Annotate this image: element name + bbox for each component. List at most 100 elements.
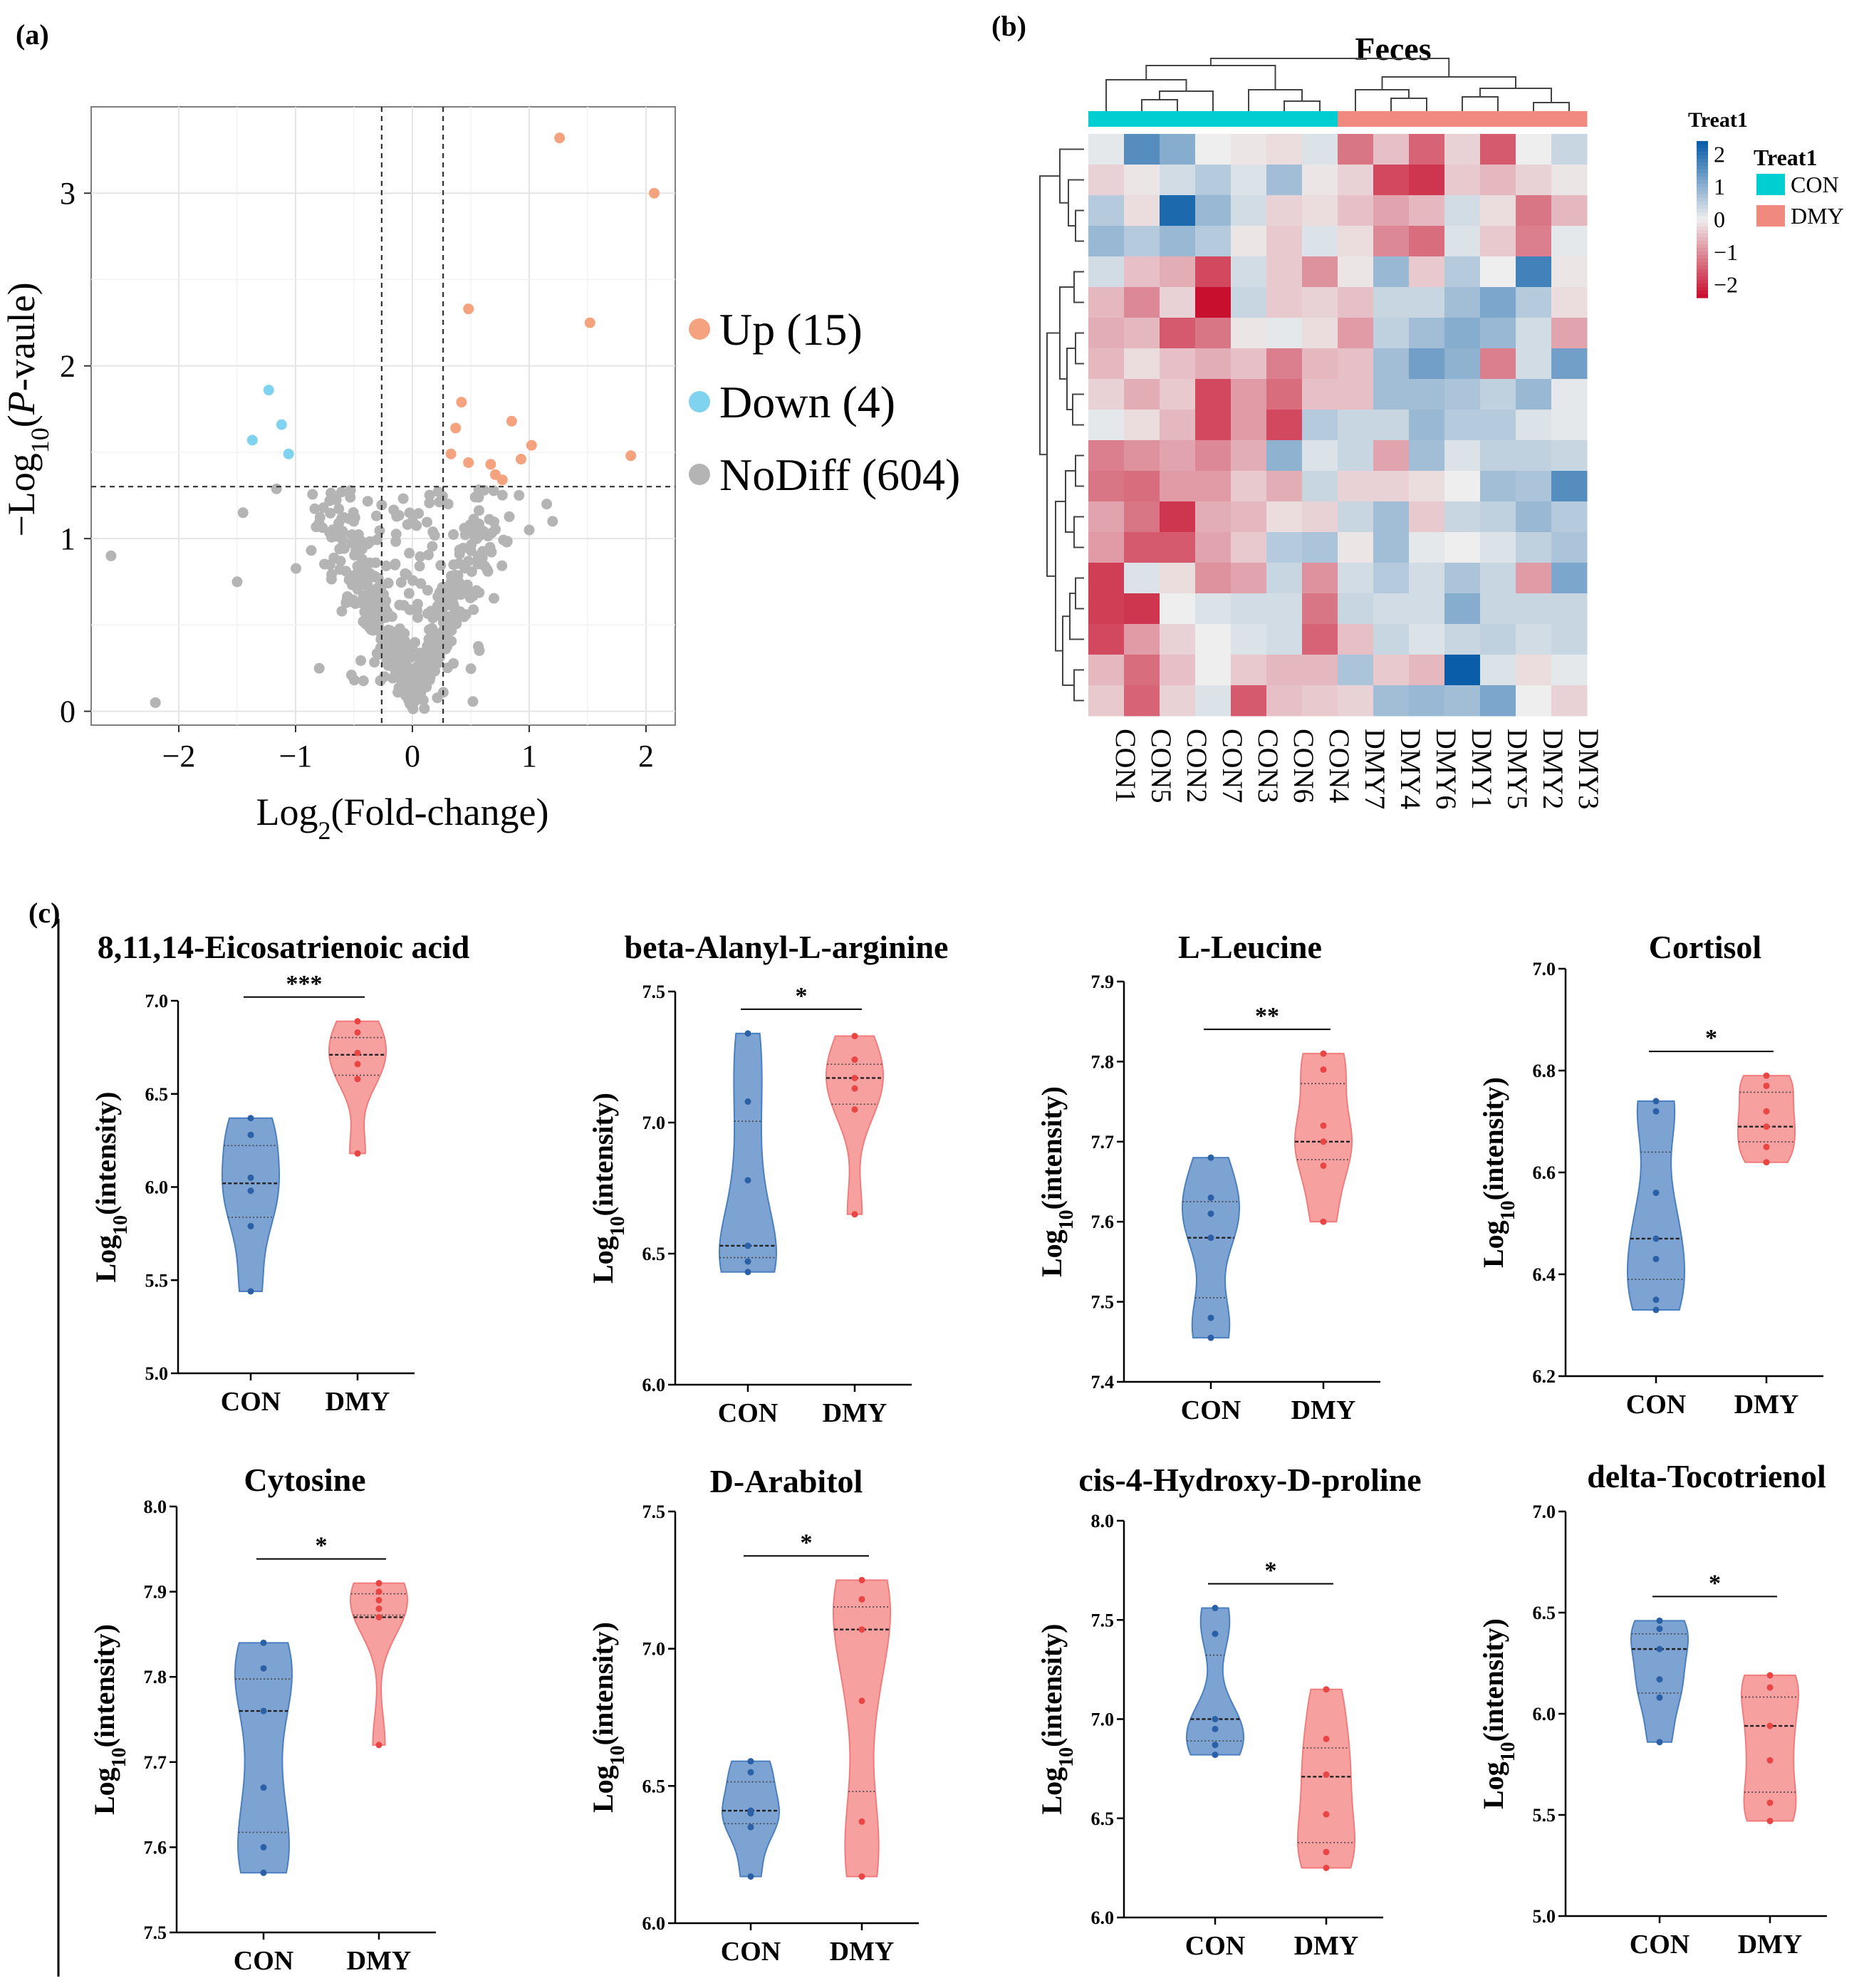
- violin-point-dmy: [354, 1029, 361, 1036]
- volcano-point-nodiff: [343, 574, 355, 586]
- heatmap-cell: [1516, 655, 1552, 686]
- heatmap-cell: [1195, 379, 1232, 410]
- heatmap-scale-swatch: [1697, 212, 1708, 217]
- heatmap-cell: [1302, 195, 1338, 227]
- heatmap-scale-swatch: [1697, 194, 1708, 199]
- volcano-point-down: [283, 448, 294, 459]
- violin-ylabel-main: Log: [587, 1765, 619, 1813]
- heatmap-column-dendrogram: [1105, 58, 1570, 111]
- heatmap-scale-swatch: [1697, 280, 1708, 284]
- heatmap-cell: [1124, 379, 1160, 410]
- violin-point-con: [1656, 1645, 1663, 1653]
- volcano-ytick-label: 3: [60, 176, 76, 211]
- violin-ytick-label: 7.0: [1533, 959, 1556, 979]
- volcano-point-nodiff: [444, 622, 456, 633]
- heatmap-column-dendrogram-branch: [1284, 100, 1321, 111]
- volcano-point-nodiff: [417, 660, 429, 671]
- heatmap-scale-swatch: [1697, 248, 1708, 252]
- volcano-point-nodiff: [459, 522, 470, 534]
- heatmap-cell: [1266, 624, 1303, 655]
- violin-point-con: [1212, 1605, 1219, 1612]
- heatmap-cell: [1195, 410, 1232, 441]
- violin-ylabel-sub: 10: [1056, 1209, 1078, 1229]
- heatmap-scale-swatch: [1697, 155, 1708, 160]
- heatmap-cell: [1516, 624, 1552, 655]
- violin-significance-label: ***: [286, 971, 323, 997]
- legend-marker-nodiff: [689, 464, 710, 485]
- heatmap-cell: [1409, 440, 1445, 472]
- heatmap-column-label: DMY6: [1430, 729, 1462, 809]
- volcano-point-nodiff: [335, 486, 347, 498]
- heatmap: Feces Treat1 CON1 CON5 CON2 CON7 CON3 CON6 CON…: [1039, 31, 1844, 809]
- heatmap-scale-swatch: [1697, 145, 1708, 149]
- heatmap-cell: [1480, 563, 1516, 594]
- violin-xtick-label: DMY: [1734, 1390, 1799, 1420]
- heatmap-cell: [1444, 410, 1481, 441]
- volcano-point-nodiff: [427, 630, 438, 642]
- heatmap-cell: [1195, 348, 1232, 380]
- heatmap-annotation-cell: [1088, 111, 1125, 127]
- heatmap-cell: [1124, 501, 1160, 533]
- heatmap-title: Feces: [1355, 31, 1431, 67]
- violin-point-con: [1207, 1314, 1214, 1321]
- heatmap-cell: [1088, 655, 1125, 686]
- heatmap-cell: [1266, 226, 1303, 257]
- violin-chart: 8,11,14-Eicosatrienoic acid 5.0 5.5 6.0 6.5 7…: [90, 929, 470, 1417]
- violin-ytick-label: 7.7: [144, 1752, 167, 1773]
- heatmap-cell: [1195, 287, 1232, 318]
- violin-ytick-label: 6.0: [642, 1375, 666, 1395]
- heatmap-scale-swatch: [1697, 148, 1708, 152]
- volcano-point-nodiff: [348, 534, 359, 546]
- volcano-point-nodiff: [454, 606, 466, 618]
- volcano-point-nodiff: [404, 604, 415, 615]
- violin-title: L-Leucine: [1178, 929, 1322, 965]
- heatmap-cell: [1409, 195, 1445, 227]
- violin-significance-label: *: [1705, 1025, 1717, 1051]
- violin-point-con: [247, 1174, 254, 1181]
- heatmap-cell: [1124, 348, 1160, 380]
- violin-point-dmy: [858, 1576, 865, 1583]
- violin-significance-label: *: [801, 1529, 813, 1556]
- heatmap-cell: [1302, 256, 1338, 288]
- volcano-point-nodiff: [541, 499, 553, 510]
- heatmap-legend-swatch-con: [1756, 174, 1785, 195]
- heatmap-scale-label: 2: [1714, 141, 1725, 167]
- violin-ytick-label: 7.7: [1091, 1132, 1115, 1152]
- legend-label-down: Down (4): [719, 377, 895, 427]
- violin-point-con: [1212, 1752, 1219, 1759]
- heatmap-cell: [1302, 165, 1338, 196]
- heatmap-cell: [1373, 226, 1410, 257]
- heatmap-cell: [1551, 440, 1588, 472]
- heatmap-cell: [1160, 226, 1196, 257]
- violin-point-dmy: [858, 1626, 865, 1633]
- violin-point-dmy: [858, 1596, 865, 1603]
- volcano-point-nodiff: [488, 593, 499, 604]
- volcano-point-nodiff: [430, 652, 442, 663]
- heatmap-cell: [1160, 593, 1196, 625]
- volcano-point-nodiff: [237, 507, 249, 519]
- volcano-point-nodiff: [547, 516, 558, 527]
- heatmap-scale-swatch: [1697, 255, 1708, 259]
- heatmap-cell: [1231, 501, 1267, 533]
- violin-ylabel-rest: (intensity): [1036, 1086, 1068, 1209]
- volcano-plot-area: [90, 106, 676, 726]
- violin-xtick-label: CON: [1630, 1930, 1689, 1960]
- violin-chart: Cytosine 7.5 7.6 7.7 7.8 7.9 8.0 Log10(intensit…: [88, 1462, 436, 1976]
- heatmap-cell: [1516, 563, 1552, 594]
- violin-point-dmy: [1766, 1684, 1774, 1691]
- violin-body-con: [221, 1117, 281, 1292]
- violin-ytick-label: 6.2: [1533, 1366, 1556, 1387]
- volcano-point-nodiff: [309, 503, 321, 514]
- heatmap-cell: [1302, 624, 1338, 655]
- volcano-point-nodiff: [524, 524, 535, 536]
- violin-point-dmy: [1766, 1722, 1774, 1729]
- heatmap-cell: [1195, 685, 1232, 717]
- violin-body-con: [1185, 1607, 1245, 1756]
- heatmap-cell: [1266, 501, 1303, 533]
- volcano-point-nodiff: [467, 696, 479, 707]
- heatmap-column-label: CON4: [1323, 729, 1355, 803]
- violin-point-con: [1207, 1334, 1214, 1341]
- violin-point-dmy: [1763, 1072, 1770, 1079]
- heatmap-cell: [1124, 134, 1160, 165]
- volcano-point-nodiff: [405, 699, 417, 710]
